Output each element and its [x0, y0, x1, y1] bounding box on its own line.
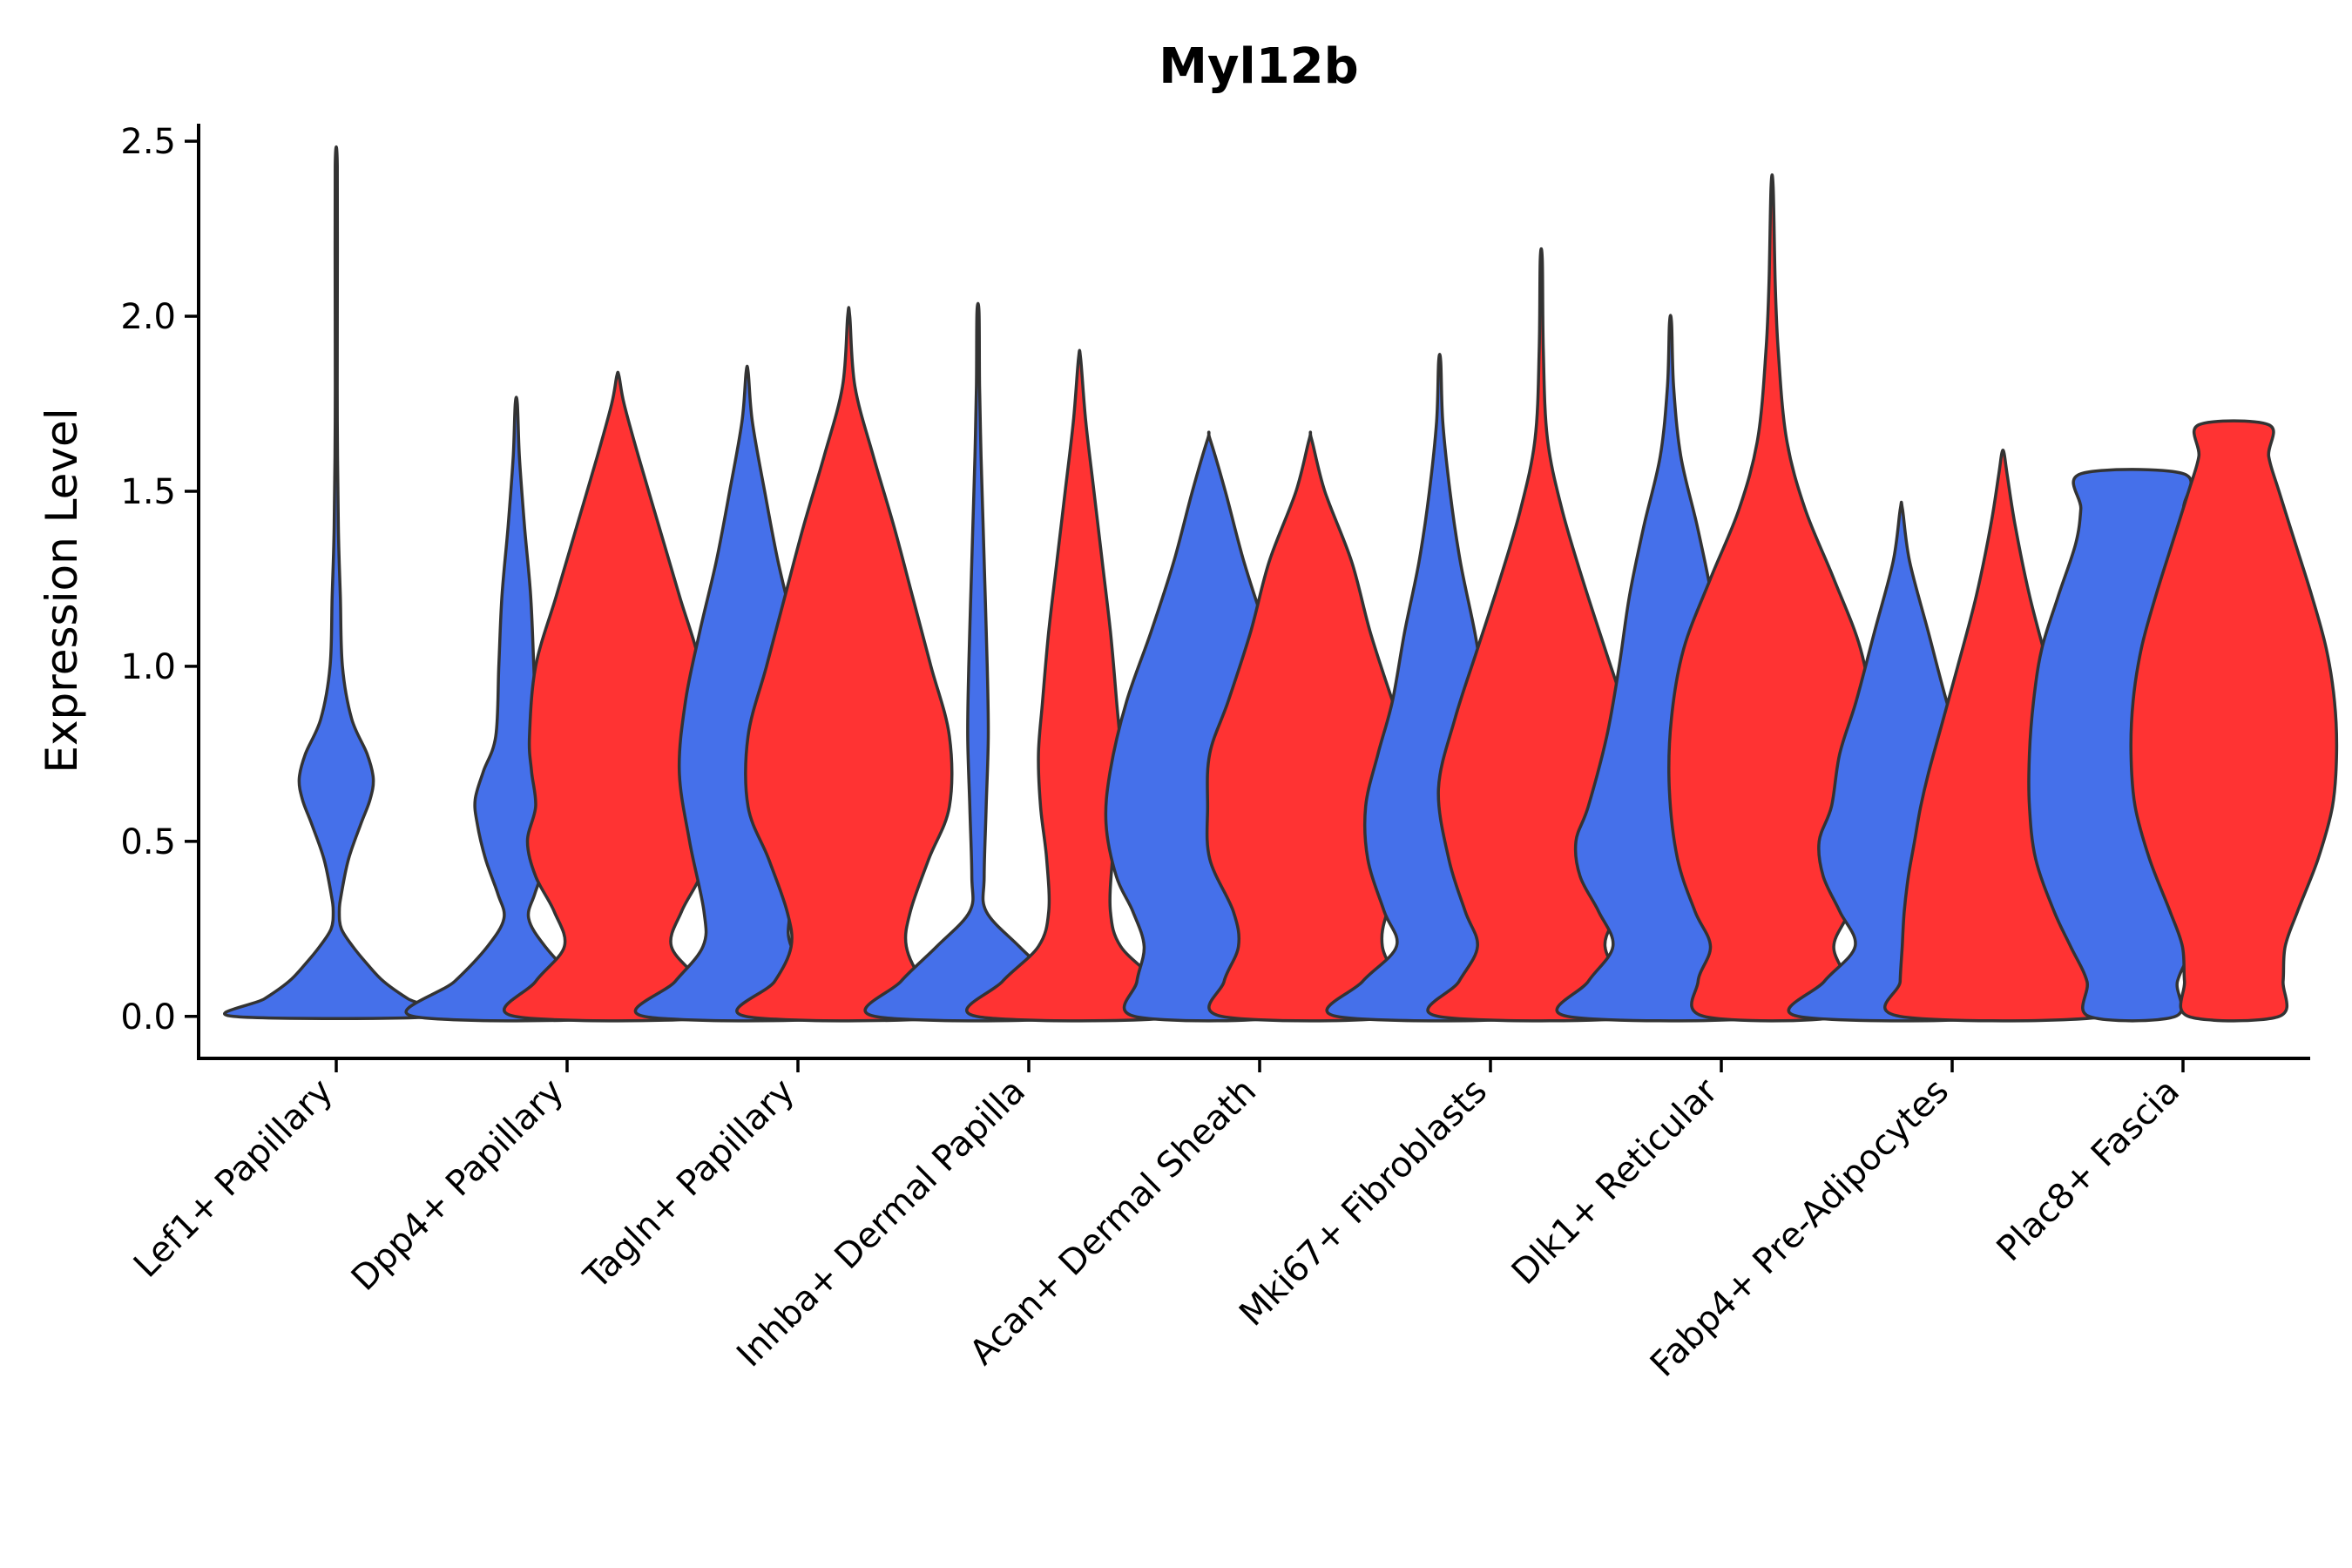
- y-tick-label: 2.5: [120, 122, 176, 162]
- violins-layer: [223, 145, 2339, 1023]
- y-tick-label: 1.5: [120, 472, 176, 512]
- violin-inhba-dermal-papilla-blue: [863, 301, 1092, 1023]
- y-tick-label: 0.0: [120, 997, 176, 1037]
- y-axis-ticks: 0.0 0.5 1.0 1.5 2.0 2.5: [120, 122, 199, 1037]
- y-tick-label: 2.0: [120, 297, 176, 337]
- x-tick-label: Dlk1+ Reticular: [1504, 1071, 1727, 1293]
- x-tick-label: Tagln+ Papillary: [576, 1071, 802, 1298]
- x-tick-label: Dpp4+ Papillary: [344, 1071, 571, 1299]
- y-tick-label: 1.0: [120, 647, 176, 687]
- violin-lef1-papillary-blue: [223, 145, 449, 1021]
- violin-plac8-fascia-red: [2129, 419, 2339, 1023]
- y-tick-label: 0.5: [120, 822, 176, 862]
- x-tick-label: Mki67+ Fibroblasts: [1232, 1071, 1495, 1335]
- violin-acan-dermal-sheath-red: [1205, 430, 1416, 1023]
- chart-title: Myl12b: [1159, 38, 1358, 95]
- x-tick-label: Plac8+ Fascia: [1990, 1071, 2188, 1270]
- x-tick-label: Lef1+ Papillary: [126, 1071, 341, 1286]
- y-axis-label: Expression Level: [37, 408, 87, 773]
- x-axis-ticks: Lef1+ Papillary Dpp4+ Papillary Tagln+ Pap…: [126, 1058, 2187, 1385]
- violin-tagln-papillary-red: [735, 306, 963, 1023]
